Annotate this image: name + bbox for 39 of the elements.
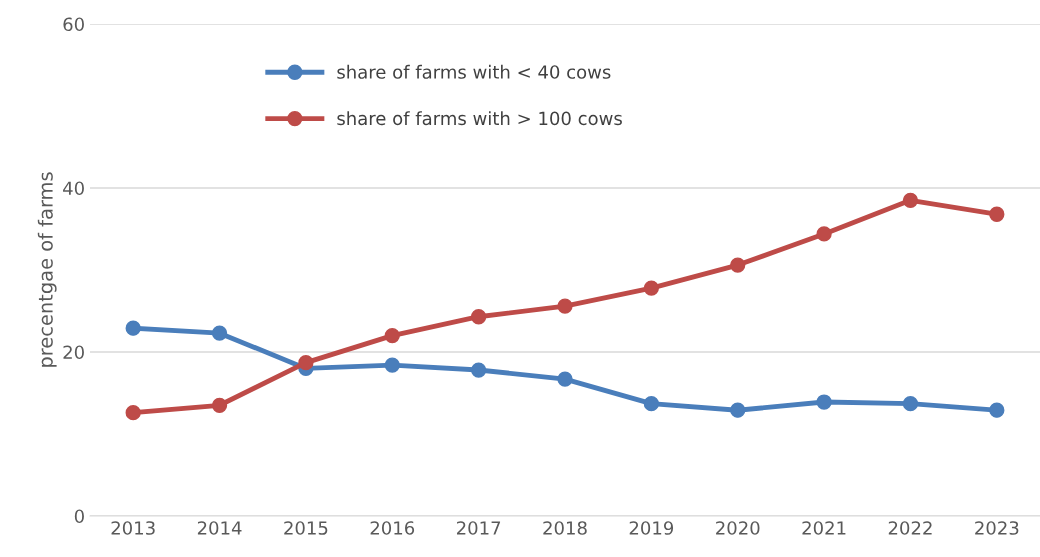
point xyxy=(643,396,660,412)
y-tick-label: 60 xyxy=(63,17,84,32)
point xyxy=(125,405,141,421)
x-tick-label: 2018 xyxy=(543,521,587,535)
point xyxy=(557,298,573,314)
point xyxy=(125,320,141,336)
y-tick-label: 20 xyxy=(63,345,84,360)
point xyxy=(298,355,314,371)
x-tick-label: 2019 xyxy=(629,521,674,535)
x-tick-label: 2013 xyxy=(111,521,155,535)
point xyxy=(557,371,573,387)
x-tick-label: 2016 xyxy=(370,521,415,535)
x-tick-label: 2015 xyxy=(284,521,328,535)
x-tick-label: 2022 xyxy=(888,521,932,535)
point xyxy=(730,257,746,273)
point xyxy=(902,192,919,208)
point xyxy=(384,357,400,373)
point xyxy=(643,280,660,296)
x-tick-label: 2017 xyxy=(456,521,501,535)
x-tick-label: 2023 xyxy=(975,521,1019,535)
point xyxy=(470,362,487,378)
point xyxy=(730,402,746,418)
point xyxy=(989,402,1005,418)
y-tick-label: 0 xyxy=(74,509,84,524)
point xyxy=(816,226,832,242)
point xyxy=(902,396,919,412)
y-axis-title: precentgae of farms xyxy=(37,172,57,367)
point xyxy=(470,309,487,325)
point xyxy=(816,394,832,410)
y-tick-label: 40 xyxy=(63,181,84,196)
point xyxy=(989,206,1005,222)
x-tick-label: 2014 xyxy=(197,521,242,535)
point xyxy=(211,325,228,341)
legend-label: share of farms with > 100 cows xyxy=(337,111,622,126)
x-tick-label: 2021 xyxy=(802,521,846,535)
x-tick-label: 2020 xyxy=(716,521,760,535)
legend-label: share of farms with < 40 cows xyxy=(337,64,611,79)
point xyxy=(211,397,228,413)
point xyxy=(384,327,400,344)
